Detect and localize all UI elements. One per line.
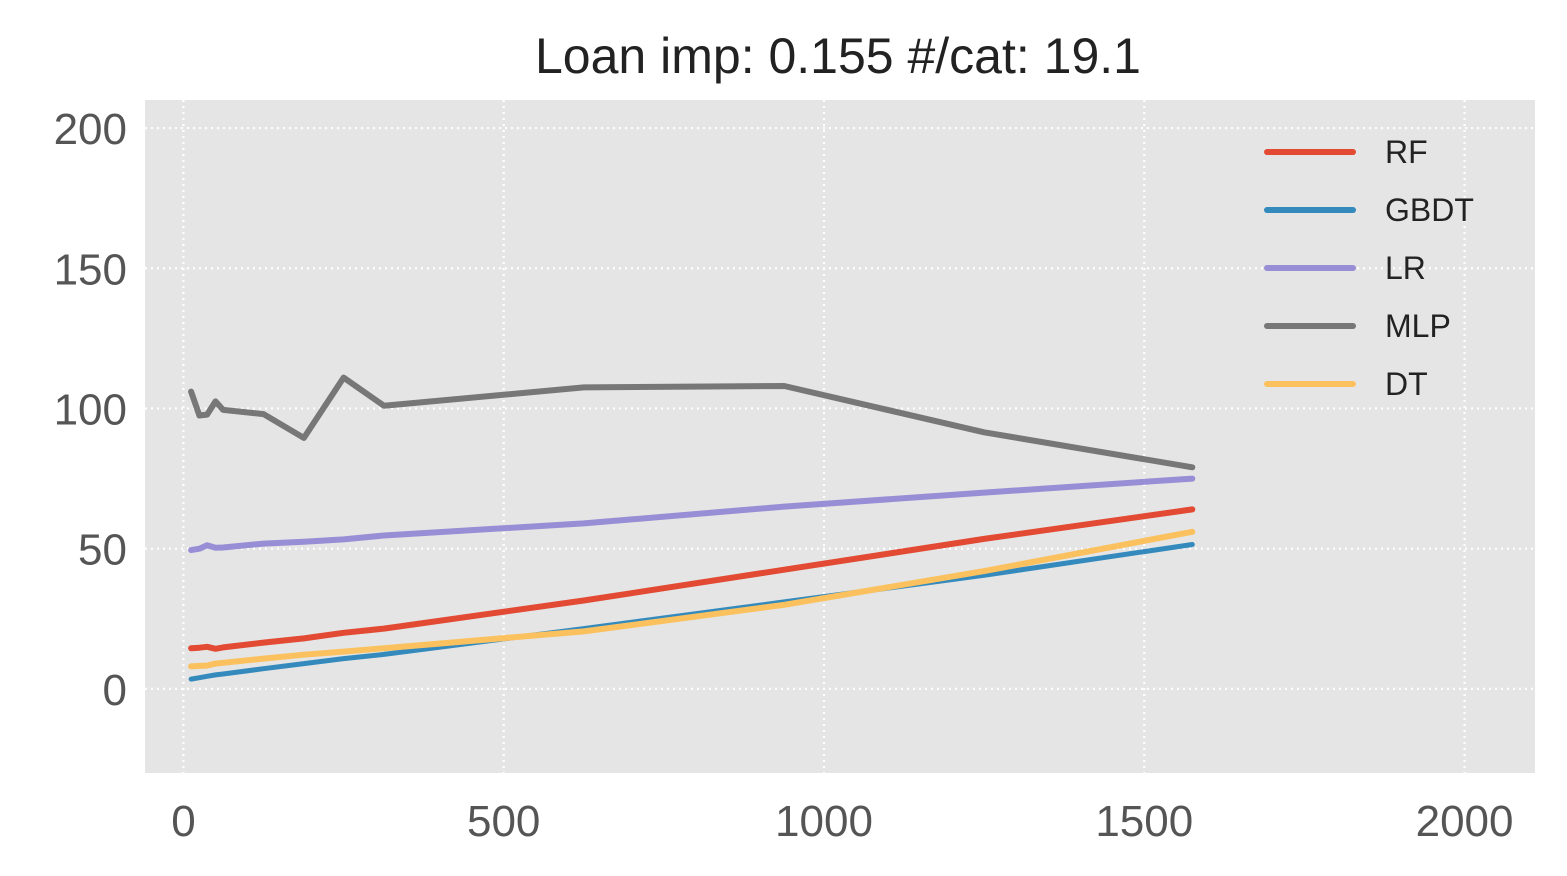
legend-label-lr: LR xyxy=(1385,250,1426,286)
x-tick-label: 2000 xyxy=(1416,797,1514,846)
y-tick-label: 200 xyxy=(54,105,127,154)
series-line-dt xyxy=(188,528,1196,670)
x-axis-ticks: 0 500 1000 1500 2000 xyxy=(171,797,1513,846)
legend: RF GBDT LR MLP DT xyxy=(1264,134,1474,402)
legend-label-gbdt: GBDT xyxy=(1385,192,1474,228)
x-tick-label: 0 xyxy=(171,797,195,846)
x-tick-label: 500 xyxy=(467,797,540,846)
chart-title: Loan imp: 0.155 #/cat: 19.1 xyxy=(535,28,1141,84)
y-tick-label: 0 xyxy=(103,666,127,715)
legend-label-dt: DT xyxy=(1385,366,1428,402)
y-tick-label: 100 xyxy=(54,385,127,434)
legend-label-rf: RF xyxy=(1385,134,1428,170)
y-tick-label: 50 xyxy=(78,526,127,575)
series-lines xyxy=(188,374,1196,682)
series-line-rf xyxy=(188,506,1196,652)
x-tick-label: 1500 xyxy=(1095,797,1193,846)
y-axis-ticks: 0 50 100 150 200 xyxy=(54,105,127,715)
legend-label-mlp: MLP xyxy=(1385,308,1451,344)
series-line-mlp xyxy=(188,374,1196,471)
series-line-lr xyxy=(188,475,1196,554)
x-tick-label: 1000 xyxy=(775,797,873,846)
y-tick-label: 150 xyxy=(54,245,127,294)
plot-background xyxy=(145,100,1535,773)
